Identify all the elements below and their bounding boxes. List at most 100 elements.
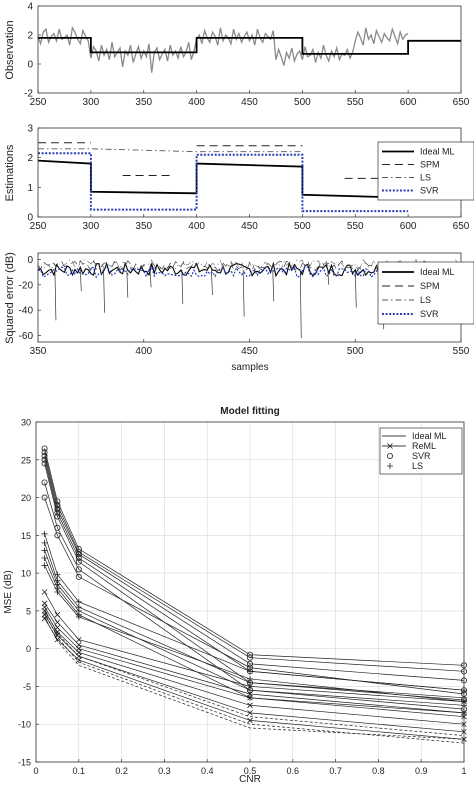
marker-reml (247, 694, 253, 701)
x-tick-label: 400 (188, 97, 205, 108)
y-tick-label: -20 (19, 280, 34, 291)
marker-ls (75, 598, 82, 605)
x-tick-label: 600 (400, 97, 417, 108)
y-tick-label: 0 (27, 213, 33, 224)
legend-label-ideal-ml: Ideal ML (420, 147, 455, 157)
y-tick-label: 0 (27, 255, 33, 266)
marker-ls (247, 675, 253, 682)
marker-reml (41, 615, 48, 622)
x-tick-label: 0.1 (73, 766, 86, 776)
y-tick-label: 10 (21, 569, 31, 579)
marker-ls (247, 687, 253, 694)
series-line-spm (38, 142, 387, 179)
marker-svr (41, 494, 48, 501)
marker-svr (41, 445, 48, 452)
y-tick-label: -2 (24, 89, 33, 100)
marker-reml (76, 636, 82, 643)
series-line-ls (44, 550, 465, 706)
series-line-ideal-ml (44, 609, 465, 736)
legend-label-spm: SPM (420, 160, 440, 170)
marker-svr (54, 513, 61, 520)
x-tick-label: 250 (30, 221, 47, 232)
marker-svr (54, 532, 61, 539)
series-line-svr (44, 482, 465, 710)
x-tick-label: 500 (294, 221, 311, 232)
y-tick-label: 3 (27, 124, 33, 135)
marker-reml (76, 657, 82, 663)
x-tick-label: 500 (294, 97, 311, 108)
x-tick-label: 450 (241, 97, 258, 108)
legend-label-svr: SVR (420, 309, 439, 319)
y-tick-label: -15 (18, 758, 31, 768)
legend-label-ls: LS (420, 173, 431, 183)
x-tick-label: 650 (453, 97, 470, 108)
error-dip (126, 269, 129, 298)
marker-ls (387, 463, 393, 469)
series-line-reml (44, 614, 465, 733)
error-dip (299, 269, 302, 339)
series-line-svr (44, 463, 465, 701)
marker-svr (41, 460, 48, 467)
x-tick-label: 650 (453, 221, 470, 232)
x-tick-label: 600 (400, 221, 417, 232)
series-line-svr (44, 459, 465, 691)
y-tick-label: 5 (26, 606, 31, 616)
marker-reml (54, 619, 61, 626)
series-line-svr (44, 497, 465, 695)
marker-svr (41, 479, 48, 486)
y-tick-label: 2 (27, 153, 33, 164)
series-line-reml (44, 591, 465, 702)
marker-reml (247, 710, 253, 716)
y-tick-label: 4 (27, 2, 33, 13)
series-line-svr (38, 152, 409, 213)
x-tick-label: 450 (241, 221, 258, 232)
marker-ls (54, 589, 61, 595)
marker-svr (75, 566, 82, 573)
observation-plot-frame (37, 5, 462, 94)
x-tick-label: 0.6 (287, 766, 300, 776)
estimations-legend: Ideal ML SPM LS SVR (377, 141, 474, 201)
y-tick-label: 30 (21, 418, 31, 428)
x-tick-label: 550 (347, 221, 364, 232)
marker-svr (41, 456, 48, 463)
series-line-spm (37, 260, 462, 272)
x-tick-label: 0.9 (415, 766, 428, 776)
error-dip (272, 269, 275, 302)
error-dip (354, 269, 357, 308)
y-tick-label: 0 (26, 644, 31, 654)
x-tick-label: 250 (30, 97, 47, 108)
squared-error-y-label: Squared error (dB) (4, 252, 16, 344)
estimations-panel: 250 300 350 400 450 500 550 600 650 0 1 2 3 Estimati… (4, 124, 474, 232)
error-dip (211, 269, 213, 295)
x-tick-label: 550 (347, 97, 364, 108)
marker-svr (75, 558, 82, 565)
x-tick-label: 300 (83, 221, 100, 232)
series-line-reml (44, 618, 465, 740)
marker-svr (386, 452, 393, 459)
marker-svr (41, 449, 48, 456)
model-fitting-title: Model fitting (220, 406, 279, 417)
marker-reml (247, 683, 253, 690)
marker-reml (247, 717, 253, 724)
error-dip (181, 269, 184, 304)
squared-error-x-label: samples (231, 362, 268, 373)
x-tick-label: 0.8 (372, 766, 385, 776)
marker-svr (75, 573, 82, 580)
marker-svr (75, 555, 82, 562)
marker-reml (54, 636, 61, 643)
series-line-svr (44, 455, 465, 681)
series-line-ls (44, 565, 465, 702)
x-tick-label: 300 (83, 97, 100, 108)
series-line-ls (44, 557, 465, 714)
legend-label-ls: LS (420, 295, 431, 305)
y-tick-label: 20 (21, 493, 31, 503)
legend-label-svr: SVR (412, 451, 431, 461)
marker-reml (41, 589, 48, 595)
y-tick-label: 25 (21, 455, 31, 465)
marker-reml (54, 611, 61, 618)
marker-ls (41, 539, 48, 546)
legend-label-reml: ReML (412, 441, 436, 451)
marker-reml (247, 702, 253, 709)
